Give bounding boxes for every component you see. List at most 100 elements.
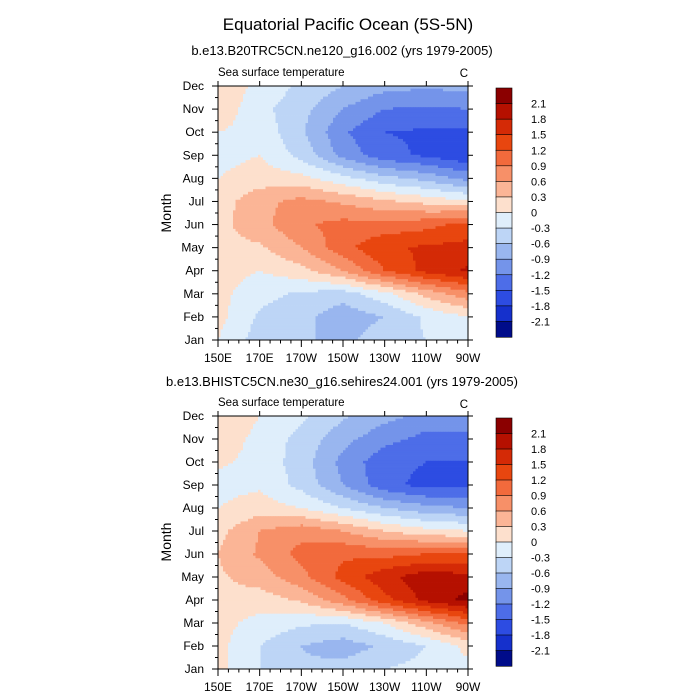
contour-cell xyxy=(440,96,444,100)
contour-cell xyxy=(390,191,394,195)
contour-cell xyxy=(445,109,449,113)
contour-cell xyxy=(243,88,246,92)
contour-cell xyxy=(330,133,334,137)
contour-cell xyxy=(443,215,446,219)
contour-cell xyxy=(458,115,461,119)
contour-cell xyxy=(395,173,399,177)
contour-cell xyxy=(460,165,464,169)
contour-cell xyxy=(278,128,281,132)
contour-cell xyxy=(440,123,444,127)
contour-cell xyxy=(335,123,339,127)
contour-cell xyxy=(453,194,456,198)
contour-cell xyxy=(320,207,324,211)
contour-cell xyxy=(228,162,231,166)
contour-cell xyxy=(415,123,419,127)
contour-cell xyxy=(413,123,416,127)
contour-cell xyxy=(370,144,374,148)
contour-cell xyxy=(388,101,391,105)
contour-cell xyxy=(245,93,249,97)
contour-cell xyxy=(218,141,221,145)
contour-cell xyxy=(360,91,364,95)
contour-cell xyxy=(353,141,356,145)
contour-cell xyxy=(333,183,336,187)
contour-cell xyxy=(450,186,454,190)
contour-cell xyxy=(460,213,464,216)
contour-cell xyxy=(330,138,334,142)
contour-cell xyxy=(450,99,454,103)
contour-cell xyxy=(435,181,439,185)
contour-cell xyxy=(268,146,271,150)
contour-cell xyxy=(365,130,369,134)
contour-cell xyxy=(355,88,359,92)
contour-cell xyxy=(398,194,401,198)
contour-cell xyxy=(440,194,444,198)
contour-cell xyxy=(328,88,331,92)
contour-cell xyxy=(235,115,239,119)
contour-cell xyxy=(323,194,326,198)
contour-cell xyxy=(238,109,241,113)
contour-cell xyxy=(268,86,271,89)
contour-cell xyxy=(275,183,279,187)
contour-cell xyxy=(390,115,394,119)
contour-cell xyxy=(350,130,354,134)
contour-cell xyxy=(363,117,366,121)
contour-cell xyxy=(288,144,291,148)
contour-cell xyxy=(278,170,281,174)
contour-cell xyxy=(263,88,266,92)
contour-cell xyxy=(333,173,336,177)
contour-cell xyxy=(375,99,379,103)
contour-cell xyxy=(375,86,379,89)
contour-cell xyxy=(228,173,231,177)
contour-cell xyxy=(415,157,419,161)
contour-cell xyxy=(248,96,251,100)
contour-cell xyxy=(318,152,321,156)
contour-cell xyxy=(435,213,439,216)
contour-cell xyxy=(445,146,449,150)
contour-cell xyxy=(388,207,391,211)
contour-cell xyxy=(370,189,374,193)
contour-cell xyxy=(283,154,286,158)
contour-cell xyxy=(343,173,346,177)
contour-cell xyxy=(415,199,419,203)
contour-cell xyxy=(290,154,294,158)
contour-cell xyxy=(290,93,294,97)
contour-cell xyxy=(313,91,316,95)
contour-cell xyxy=(448,146,451,150)
contour-cell xyxy=(383,133,386,137)
contour-cell xyxy=(375,197,379,201)
contour-cell xyxy=(443,189,446,193)
contour-cell xyxy=(230,181,234,185)
contour-cell xyxy=(448,96,451,100)
contour-cell xyxy=(385,213,389,216)
contour-cell xyxy=(290,210,294,214)
contour-cell xyxy=(355,125,359,129)
contour-cell xyxy=(270,117,274,121)
contour-cell xyxy=(260,146,264,150)
contour-cell xyxy=(340,183,344,187)
contour-cell xyxy=(263,170,266,174)
contour-cell xyxy=(358,160,361,164)
contour-cell xyxy=(400,154,404,158)
contour-cell xyxy=(425,152,429,156)
contour-cell xyxy=(233,149,236,153)
contour-cell xyxy=(330,215,334,219)
contour-cell xyxy=(350,168,354,172)
contour-cell xyxy=(260,112,264,116)
contour-cell xyxy=(348,117,351,121)
contour-cell xyxy=(348,149,351,153)
contour-cell xyxy=(425,165,429,169)
contour-cell xyxy=(455,141,459,145)
contour-cell xyxy=(370,152,374,156)
contour-cell xyxy=(228,144,231,148)
contour-cell xyxy=(328,109,331,113)
contour-cell xyxy=(393,178,396,182)
contour-cell xyxy=(268,202,271,206)
contour-cell xyxy=(255,123,259,127)
contour-cell xyxy=(230,117,234,121)
contour-cell xyxy=(228,93,231,97)
contour-cell xyxy=(340,207,344,211)
contour-cell xyxy=(385,109,389,113)
contour-cell xyxy=(410,123,414,127)
contour-cell xyxy=(463,170,466,174)
contour-cell xyxy=(373,202,376,206)
